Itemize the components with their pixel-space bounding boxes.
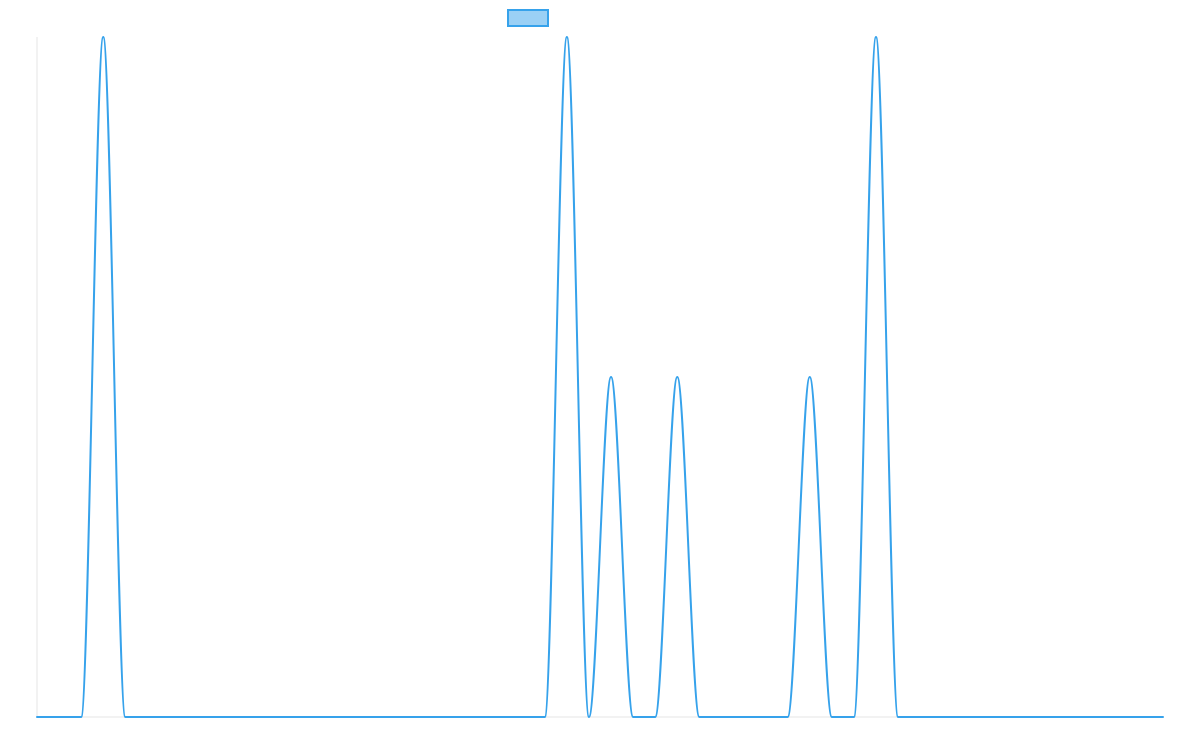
axes	[36, 37, 1163, 718]
series-layer	[36, 36, 1164, 719]
legend[interactable]	[507, 9, 549, 27]
series-line-0[interactable]	[36, 36, 1164, 719]
legend-swatch-0[interactable]	[507, 9, 549, 27]
